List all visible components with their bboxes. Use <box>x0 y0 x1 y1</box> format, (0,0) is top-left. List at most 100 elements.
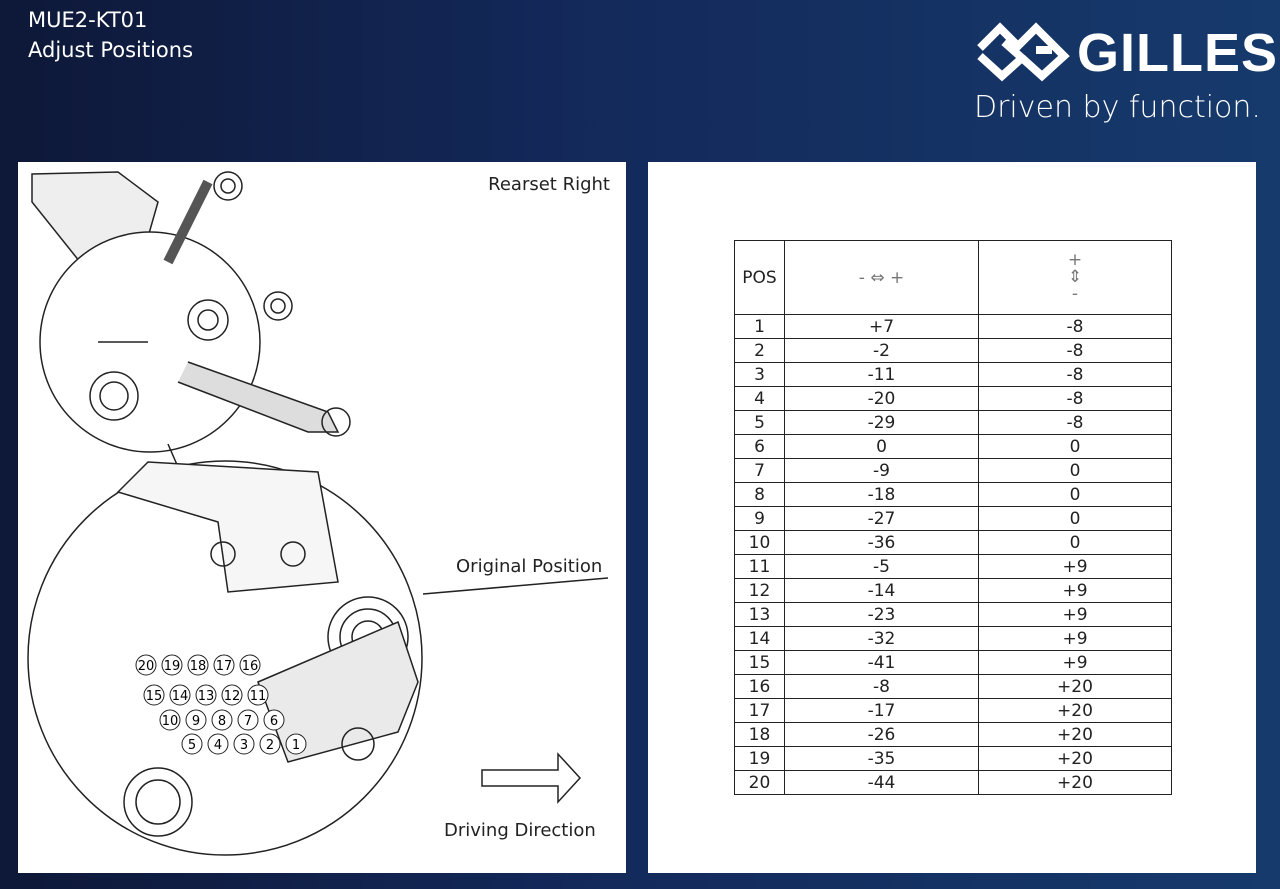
pos-cell: 10 <box>734 530 785 555</box>
position-number: 7 <box>244 714 252 729</box>
position-hole <box>285 733 307 755</box>
vertical-cell: +20 <box>978 722 1172 747</box>
vertical-cell: +9 <box>978 602 1172 627</box>
position-number: 14 <box>172 689 189 704</box>
vertical-cell: 0 <box>978 482 1172 507</box>
table-row: 1 +7 -8 <box>734 314 1172 339</box>
vertical-cell: -8 <box>978 314 1172 339</box>
position-number: 6 <box>270 714 278 729</box>
vertical-cell: +20 <box>978 698 1172 723</box>
pos-cell: 18 <box>734 722 785 747</box>
position-hole <box>247 684 269 706</box>
gilles-logo: GILLES Driven by function. <box>972 20 1277 130</box>
pos-cell: 20 <box>734 770 785 795</box>
position-hole <box>159 709 181 731</box>
position-hole <box>233 733 255 755</box>
original-position-label: Original Position <box>456 556 603 577</box>
pos-cell: 14 <box>734 626 785 651</box>
table-row: 9 -27 0 <box>734 506 1172 531</box>
table-row: 2 -2 -8 <box>734 338 1172 363</box>
horizontal-cell: -9 <box>784 458 979 483</box>
table-row: 13 -23 +9 <box>734 602 1172 627</box>
position-number: 15 <box>146 689 163 704</box>
vertical-cell: +9 <box>978 554 1172 579</box>
position-hole <box>187 654 209 676</box>
vertical-header: + ⇕ - <box>978 240 1172 315</box>
pos-cell: 17 <box>734 698 785 723</box>
position-number: 2 <box>266 738 274 753</box>
pos-cell: 8 <box>734 482 785 507</box>
position-hole <box>181 733 203 755</box>
vertical-cell: +9 <box>978 650 1172 675</box>
position-hole <box>259 733 281 755</box>
positions-table: POS - ⇔ + + ⇕ - 1 +7 -8 2 -2 -8 3 -11 -8 4 -20 -8 5-… <box>734 240 1172 795</box>
horizontal-cell: -17 <box>784 698 979 723</box>
tagline: Driven by function. <box>974 90 1261 125</box>
pos-cell: 5 <box>734 410 785 435</box>
position-number: 8 <box>218 714 226 729</box>
position-hole <box>211 709 233 731</box>
pos-cell: 7 <box>734 458 785 483</box>
page-subtitle: Adjust Positions <box>28 38 194 62</box>
position-number: 9 <box>192 714 200 729</box>
vertical-cell: -8 <box>978 338 1172 363</box>
table-row: 11 -5 +9 <box>734 554 1172 579</box>
vertical-cell: -8 <box>978 362 1172 387</box>
horizontal-cell: -20 <box>784 386 979 411</box>
position-hole <box>185 709 207 731</box>
position-number: 10 <box>162 714 179 729</box>
position-number: 18 <box>190 659 207 674</box>
horizontal-cell: -29 <box>784 410 979 435</box>
driving-direction-label: Driving Direction <box>444 820 596 841</box>
table-row: 12 -14 +9 <box>734 578 1172 603</box>
position-number: 4 <box>214 738 222 753</box>
horizontal-cell: -35 <box>784 746 979 771</box>
position-number: 3 <box>240 738 248 753</box>
position-number: 13 <box>198 689 215 704</box>
table-row: 4 -20 -8 <box>734 386 1172 411</box>
vertical-cell: -8 <box>978 386 1172 411</box>
position-number: 11 <box>250 689 267 704</box>
pos-cell: 11 <box>734 554 785 579</box>
horizontal-cell: -2 <box>784 338 979 363</box>
position-number: 1 <box>292 738 300 753</box>
table-row: 10 -36 0 <box>734 530 1172 555</box>
table-row: 3 -11 -8 <box>734 362 1172 387</box>
table-row: 15 -41 +9 <box>734 650 1172 675</box>
vertical-cell: 0 <box>978 506 1172 531</box>
pos-header: POS <box>734 240 785 315</box>
horizontal-cell: -27 <box>784 506 979 531</box>
position-hole <box>263 709 285 731</box>
pos-cell: 19 <box>734 746 785 771</box>
horizontal-cell: -5 <box>784 554 979 579</box>
position-hole <box>169 684 191 706</box>
pos-cell: 1 <box>734 314 785 339</box>
horizontal-cell: -26 <box>784 722 979 747</box>
table-row: 8 -18 0 <box>734 482 1172 507</box>
pos-cell: 6 <box>734 434 785 459</box>
horizontal-cell: -14 <box>784 578 979 603</box>
pos-cell: 13 <box>734 602 785 627</box>
pos-cell: 12 <box>734 578 785 603</box>
position-hole <box>143 684 165 706</box>
diagram-title: Rearset Right <box>488 174 610 195</box>
position-hole <box>239 654 261 676</box>
table-row: 5 -29 -8 <box>734 410 1172 435</box>
vertical-cell: +20 <box>978 674 1172 699</box>
vertical-cell: -8 <box>978 410 1172 435</box>
position-hole <box>213 654 235 676</box>
horizontal-header: - ⇔ + <box>784 240 979 315</box>
position-hole <box>237 709 259 731</box>
vertical-cell: +20 <box>978 770 1172 795</box>
position-number: 19 <box>164 659 181 674</box>
horizontal-cell: -18 <box>784 482 979 507</box>
position-number: 12 <box>224 689 241 704</box>
pos-cell: 2 <box>734 338 785 363</box>
vertical-cell: 0 <box>978 458 1172 483</box>
vertical-cell: +9 <box>978 626 1172 651</box>
horizontal-cell: +7 <box>784 314 979 339</box>
position-hole <box>135 654 157 676</box>
pos-cell: 4 <box>734 386 785 411</box>
vertical-cell: +9 <box>978 578 1172 603</box>
